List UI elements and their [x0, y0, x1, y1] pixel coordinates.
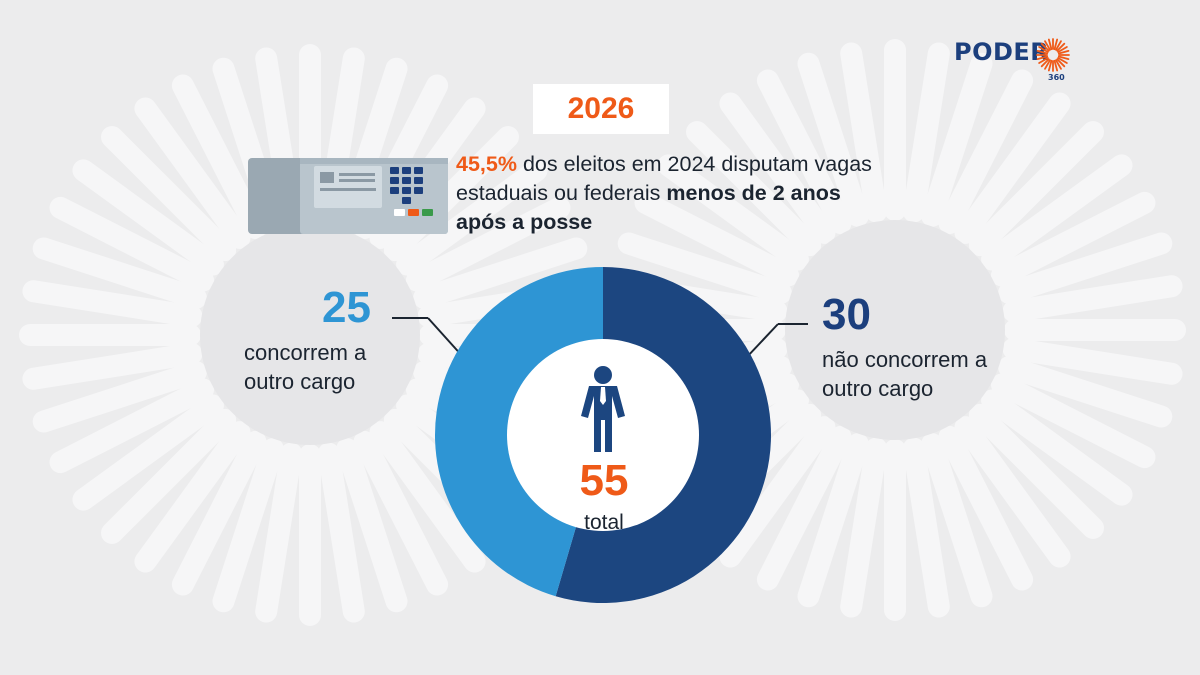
sun-ray	[1044, 59, 1051, 70]
background-ray	[634, 191, 800, 287]
right-label: não concorrem a outro cargo	[822, 347, 988, 401]
sun-ray	[1056, 42, 1066, 52]
left-label: concorrem a outro cargo	[244, 340, 367, 394]
sun-ray	[1057, 49, 1070, 55]
sun-ray	[1038, 57, 1049, 64]
background-disc	[785, 220, 1005, 440]
background-disc	[200, 225, 420, 445]
sun-ray	[1040, 58, 1050, 68]
background-ray	[171, 74, 267, 240]
total-label: total	[584, 511, 624, 534]
background-ray	[954, 92, 1071, 244]
background-ray	[101, 126, 237, 262]
background-ray	[49, 196, 215, 292]
headline: 45,5% dos eleitos em 2024 disputam vagas…	[456, 150, 896, 237]
background-ray	[756, 69, 852, 235]
background-ray	[902, 437, 950, 618]
background-ray	[990, 191, 1156, 287]
background-ray	[902, 42, 950, 223]
sun-ray	[1053, 38, 1059, 51]
donut-hole	[507, 339, 699, 531]
background-ray	[954, 416, 1071, 568]
background-ray	[657, 154, 809, 271]
background-ray	[797, 433, 869, 608]
background-ray	[101, 408, 237, 544]
sun-ray	[1044, 40, 1051, 51]
background-ray	[968, 121, 1104, 257]
background-ray	[336, 438, 408, 613]
sun-ray	[1036, 55, 1049, 61]
left-value: 25	[322, 283, 371, 332]
background-ray	[72, 159, 224, 276]
sun-ray	[1055, 59, 1062, 70]
background-ray	[413, 237, 588, 309]
background-ray	[921, 52, 993, 227]
total-value: 55	[579, 456, 629, 505]
sun-ray	[1038, 46, 1049, 53]
background-ray	[968, 403, 1104, 539]
background-ray	[840, 437, 888, 618]
background-ray	[396, 159, 548, 276]
background-ray	[938, 69, 1034, 235]
background-ray	[317, 442, 365, 623]
sun-ray	[1040, 42, 1050, 52]
sun-logo-icon	[1036, 38, 1070, 72]
background-ray	[719, 416, 836, 568]
background-ray	[756, 425, 852, 591]
background-ray	[998, 232, 1173, 304]
background-ray	[921, 433, 993, 608]
background-ray	[72, 394, 224, 511]
background-ray	[719, 92, 836, 244]
person-icon	[581, 366, 625, 452]
background-ray	[797, 52, 869, 227]
background-ray	[405, 196, 571, 292]
background-ray	[134, 97, 251, 249]
voting-machine-icon	[248, 158, 448, 234]
background-ray	[22, 280, 203, 328]
sun-ray	[1047, 38, 1053, 51]
background-ray	[32, 361, 207, 433]
background-ray	[938, 425, 1034, 591]
brand-sub: 360	[1048, 73, 1065, 82]
sun-ray	[1057, 46, 1068, 53]
sun-ray	[1053, 59, 1059, 72]
sun-ray	[1055, 40, 1062, 51]
sun-ray	[1047, 59, 1053, 72]
sun-ray	[1057, 57, 1068, 64]
headline-highlight: 45,5%	[456, 152, 517, 176]
background-ray	[686, 121, 822, 257]
background-ray	[1002, 337, 1183, 385]
background-ray	[369, 421, 486, 573]
background-ray	[255, 442, 303, 623]
background-ray	[840, 42, 888, 223]
background-ray	[1002, 275, 1183, 323]
background-ray	[990, 373, 1156, 469]
headline-bold: menos de 2 anos após a posse	[456, 181, 841, 234]
background-ray	[171, 430, 267, 596]
sun-ray	[1056, 58, 1066, 68]
right-leader-line-diag	[745, 323, 779, 359]
background-ray	[134, 421, 251, 573]
right-value: 30	[822, 290, 871, 339]
background-ray	[32, 237, 207, 309]
background-ray	[981, 154, 1133, 271]
brand-name: PODER	[954, 38, 1050, 66]
sun-ray	[1057, 55, 1070, 61]
headline-text: dos eleitos em 2024 disputam vagas estad…	[456, 152, 872, 205]
year-text: 2026	[567, 92, 635, 125]
background-ray	[617, 232, 792, 304]
background-ray	[22, 342, 203, 390]
background-ray	[353, 430, 449, 596]
sun-ray	[1036, 49, 1049, 55]
year-badge: 2026	[533, 84, 669, 134]
background-ray	[981, 389, 1133, 506]
background-ray	[49, 378, 215, 474]
background-ray	[998, 356, 1173, 428]
background-ray	[212, 438, 284, 613]
